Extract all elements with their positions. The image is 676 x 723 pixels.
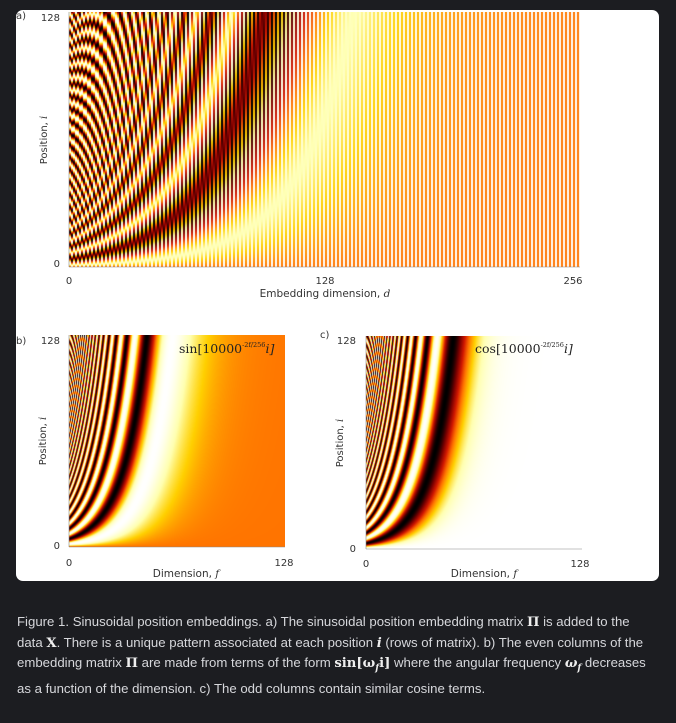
panel-c-xtick-0: 0 (363, 559, 369, 570)
panel-c-heatmap (366, 336, 582, 549)
panel-c-ylabel: Position, i (335, 419, 346, 468)
panel-c-ytick-bottom: 0 (350, 544, 356, 555)
panel-c-xlabel: Dimension, f (451, 568, 520, 580)
panel-b: b) 128 0 0 128 Dimension, f Position, i … (16, 335, 294, 580)
panel-a-xtick-128: 128 (315, 276, 334, 287)
panel-a-ylabel: Position, i (39, 116, 50, 165)
panel-b-xtick-0: 0 (66, 558, 72, 569)
panel-a-tag: a) (16, 11, 26, 22)
panel-c: c) 128 0 0 128 Dimension, f Position, i … (320, 330, 590, 580)
figure-caption: Figure 1. Sinusoidal position embeddings… (17, 614, 646, 697)
panel-c-tag: c) (320, 330, 329, 341)
figure-svg: a) 128 0 0 128 256 Embedding dimension, … (16, 11, 590, 580)
panel-a: a) 128 0 0 128 256 Embedding dimension, … (16, 11, 583, 300)
panel-b-ytick-bottom: 0 (54, 541, 60, 552)
panel-b-ytick-top: 128 (41, 336, 60, 347)
panel-a-heatmap (69, 12, 580, 267)
panel-c-ytick-top: 128 (337, 336, 356, 347)
panel-a-xtick-256: 256 (563, 276, 582, 287)
panel-b-ylabel: Position, i (38, 417, 49, 466)
panel-b-heatmap (69, 335, 285, 547)
panel-c-xtick-128: 128 (570, 559, 589, 570)
panel-c-formula: cos[10000-2f/256i] (475, 341, 573, 356)
panel-b-xlabel: Dimension, f (153, 568, 222, 580)
panel-b-tag: b) (16, 336, 26, 347)
panel-a-ytick-bottom: 0 (54, 259, 60, 270)
panel-a-xlabel: Embedding dimension, d (260, 288, 391, 300)
panel-a-xtick-0: 0 (66, 276, 72, 287)
figure-card: a) 128 0 0 128 256 Embedding dimension, … (16, 10, 659, 581)
panel-a-ytick-top: 128 (41, 13, 60, 24)
panel-b-formula: sin[10000-2f/256i] (179, 341, 274, 356)
panel-b-xtick-128: 128 (274, 558, 293, 569)
